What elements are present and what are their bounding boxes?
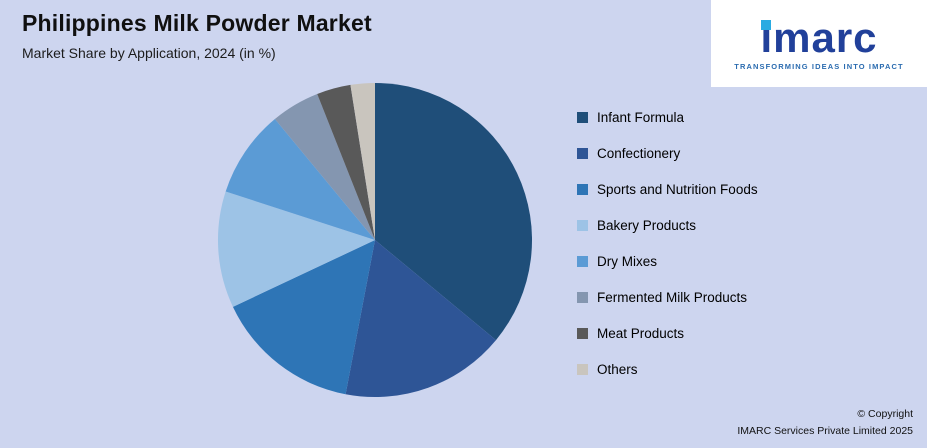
- legend-swatch-icon: [577, 184, 588, 195]
- logo-wordmark: imarc: [760, 13, 878, 61]
- legend-item: Sports and Nutrition Foods: [577, 182, 758, 197]
- logo-text: imarc: [760, 13, 878, 61]
- legend-label: Fermented Milk Products: [597, 290, 748, 305]
- pie-slice-sports-and-nutrition-foods: [232, 240, 375, 395]
- legend-swatch-icon: [577, 328, 588, 339]
- pie-slice-dry-mixes: [225, 119, 375, 240]
- pie-slice-meat-products: [317, 84, 375, 240]
- legend-label: Others: [597, 362, 638, 377]
- copyright-line1: © Copyright: [857, 408, 913, 421]
- logo-tagline: TRANSFORMING IDEAS INTO IMPACT: [734, 61, 904, 71]
- legend-label: Infant Formula: [597, 110, 685, 125]
- copyright: © Copyright IMARC Services Private Limit…: [737, 406, 913, 439]
- pie-slice-confectionery: [345, 240, 496, 398]
- legend-item: Dry Mixes: [577, 254, 758, 269]
- legend-label: Confectionery: [597, 146, 681, 161]
- legend-label: Meat Products: [597, 326, 685, 341]
- legend-label: Bakery Products: [597, 218, 697, 233]
- chart-subtitle: Market Share by Application, 2024 (in %): [22, 45, 276, 61]
- legend-item: Infant Formula: [577, 110, 758, 125]
- legend-label: Sports and Nutrition Foods: [597, 182, 758, 197]
- legend-item: Meat Products: [577, 326, 758, 341]
- pie-slice-others: [350, 82, 375, 240]
- legend-swatch-icon: [577, 112, 588, 123]
- legend-item: Bakery Products: [577, 218, 758, 233]
- legend-item: Confectionery: [577, 146, 758, 161]
- legend-label: Dry Mixes: [597, 254, 657, 269]
- pie-slice-fermented-milk-products: [274, 94, 375, 240]
- pie-slice-bakery-products: [217, 191, 375, 307]
- legend-swatch-icon: [577, 292, 588, 303]
- logo-dot-icon: [761, 19, 772, 30]
- legend-item: Fermented Milk Products: [577, 290, 758, 305]
- imarc-logo: imarc TRANSFORMING IDEAS INTO IMPACT: [711, 0, 927, 87]
- legend-item: Others: [577, 362, 758, 377]
- legend-swatch-icon: [577, 148, 588, 159]
- legend-swatch-icon: [577, 364, 588, 375]
- chart-title: Philippines Milk Powder Market: [22, 10, 372, 36]
- copyright-line2: IMARC Services Private Limited 2025: [737, 424, 913, 437]
- pie-chart: [217, 82, 533, 398]
- legend-swatch-icon: [577, 256, 588, 267]
- chart-legend: Infant Formula Confectionery Sports and Nu…: [577, 110, 758, 377]
- pie-slice-infant-formula: [375, 82, 533, 341]
- legend-swatch-icon: [577, 220, 588, 231]
